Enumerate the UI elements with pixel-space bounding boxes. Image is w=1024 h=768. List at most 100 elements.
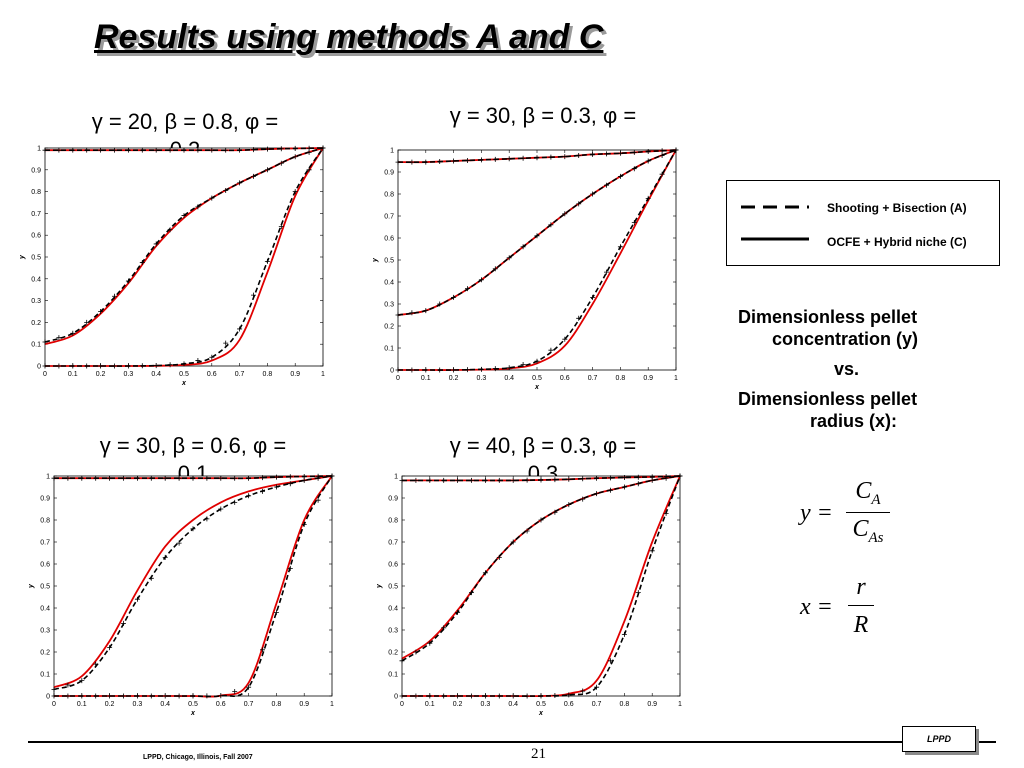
marker-point bbox=[413, 477, 419, 483]
y-tick-label: 0.4 bbox=[384, 280, 394, 287]
y-axis-label: y bbox=[376, 583, 383, 589]
marker-point bbox=[482, 477, 488, 483]
marker-point bbox=[139, 363, 145, 369]
equation-x-numerator: r bbox=[856, 574, 866, 600]
x-tick-label: 0.1 bbox=[68, 371, 78, 378]
y-tick-label: 0.7 bbox=[31, 211, 41, 218]
y-tick-label: 0.3 bbox=[384, 302, 394, 309]
x-tick-label: 0.4 bbox=[508, 701, 518, 708]
marker-point bbox=[148, 575, 154, 581]
marker-point bbox=[278, 160, 284, 166]
marker-point bbox=[51, 475, 57, 481]
marker-point bbox=[469, 693, 474, 699]
marker-point bbox=[93, 693, 99, 699]
marker-point bbox=[594, 684, 600, 690]
marker-point bbox=[576, 153, 582, 158]
marker-point bbox=[181, 147, 187, 153]
marker-point bbox=[139, 259, 145, 265]
marker-point bbox=[315, 475, 321, 481]
plot-title-1-line1: γ = 20, β = 0.8, φ = bbox=[91, 109, 279, 134]
marker-point bbox=[134, 693, 140, 699]
legend-label-method-c: OCFE + Hybrid niche (C) bbox=[827, 235, 967, 249]
marker-point bbox=[510, 539, 516, 545]
marker-point bbox=[232, 475, 238, 481]
marker-point bbox=[79, 678, 85, 684]
marker-point bbox=[604, 182, 609, 188]
x-tick-label: 0.3 bbox=[124, 371, 134, 378]
marker-point bbox=[218, 475, 224, 481]
marker-point bbox=[538, 517, 544, 523]
marker-point bbox=[107, 475, 113, 481]
x-tick-label: 0.7 bbox=[588, 375, 598, 382]
marker-point bbox=[167, 147, 173, 153]
marker-point bbox=[562, 211, 568, 217]
x-tick-label: 0.5 bbox=[532, 375, 542, 382]
chart-1: 0 0.1 0.2 0.3 0.4 0.5 0.6 0.7 0.8 0.9 1 0 0.1 0.2 0.3 0… bbox=[19, 145, 326, 387]
y-tick-label: 1 bbox=[390, 148, 394, 155]
x-tick-label: 0 bbox=[396, 375, 400, 382]
marker-point bbox=[441, 477, 447, 483]
y-tick-label: 0.6 bbox=[40, 562, 50, 569]
marker-point bbox=[292, 189, 298, 195]
marker-point bbox=[134, 596, 140, 602]
marker-point bbox=[84, 147, 90, 153]
marker-point bbox=[51, 693, 57, 699]
marker-point bbox=[566, 476, 572, 482]
marker-point bbox=[181, 361, 187, 367]
marker-point bbox=[204, 693, 210, 699]
footer-divider bbox=[28, 741, 996, 743]
description-line-2: concentration (y) bbox=[772, 329, 919, 349]
y-tick-label: 0.3 bbox=[31, 298, 41, 305]
marker-point bbox=[42, 363, 48, 369]
marker-point bbox=[51, 686, 57, 692]
marker-point bbox=[496, 554, 502, 560]
y-tick-label: 0.2 bbox=[31, 320, 41, 327]
marker-point bbox=[232, 688, 238, 694]
marker-point bbox=[478, 157, 484, 163]
marker-point bbox=[176, 475, 182, 481]
y-tick-label: 0.5 bbox=[40, 584, 50, 591]
marker-point bbox=[70, 147, 76, 153]
marker-point bbox=[65, 693, 71, 699]
marker-point bbox=[465, 157, 470, 163]
marker-point bbox=[278, 223, 284, 229]
equation-y-lhs: y = bbox=[800, 500, 833, 526]
y-tick-label: 0.8 bbox=[40, 518, 50, 525]
marker-point bbox=[56, 335, 62, 341]
marker-point bbox=[395, 159, 401, 165]
marker-point bbox=[451, 367, 457, 373]
marker-point bbox=[482, 570, 488, 576]
marker-point bbox=[510, 693, 516, 699]
x-tick-label: 0.2 bbox=[96, 371, 106, 378]
marker-point bbox=[594, 475, 600, 481]
x-axis-label: x bbox=[190, 710, 196, 717]
marker-point bbox=[548, 347, 554, 353]
marker-point bbox=[621, 475, 627, 481]
marker-point bbox=[552, 509, 558, 515]
marker-point bbox=[260, 475, 265, 481]
x-tick-label: 0.3 bbox=[481, 701, 491, 708]
marker-point bbox=[134, 475, 140, 481]
y-tick-label: 0.1 bbox=[384, 346, 394, 353]
marker-point bbox=[167, 227, 173, 233]
marker-point bbox=[455, 693, 461, 699]
y-tick-label: 0 bbox=[394, 694, 398, 701]
footer-text: LPPD, Chicago, Illinois, Fall 2007 bbox=[143, 754, 253, 761]
marker-point bbox=[246, 493, 252, 499]
marker-point bbox=[423, 308, 429, 314]
marker-point bbox=[608, 475, 613, 481]
equation-y-numerator: CA bbox=[846, 478, 890, 509]
marker-point bbox=[190, 693, 196, 699]
y-tick-label: 0.4 bbox=[388, 606, 398, 613]
equation-x-denominator: R bbox=[853, 612, 869, 638]
x-tick-label: 0.5 bbox=[188, 701, 198, 708]
marker-point bbox=[107, 693, 113, 699]
y-tick-label: 0.2 bbox=[388, 650, 398, 657]
marker-point bbox=[524, 477, 530, 483]
marker-point bbox=[538, 477, 544, 483]
marker-point bbox=[492, 366, 498, 372]
marker-point bbox=[107, 645, 113, 651]
marker-point bbox=[631, 220, 637, 226]
marker-point bbox=[580, 476, 586, 482]
marker-point bbox=[413, 649, 419, 655]
